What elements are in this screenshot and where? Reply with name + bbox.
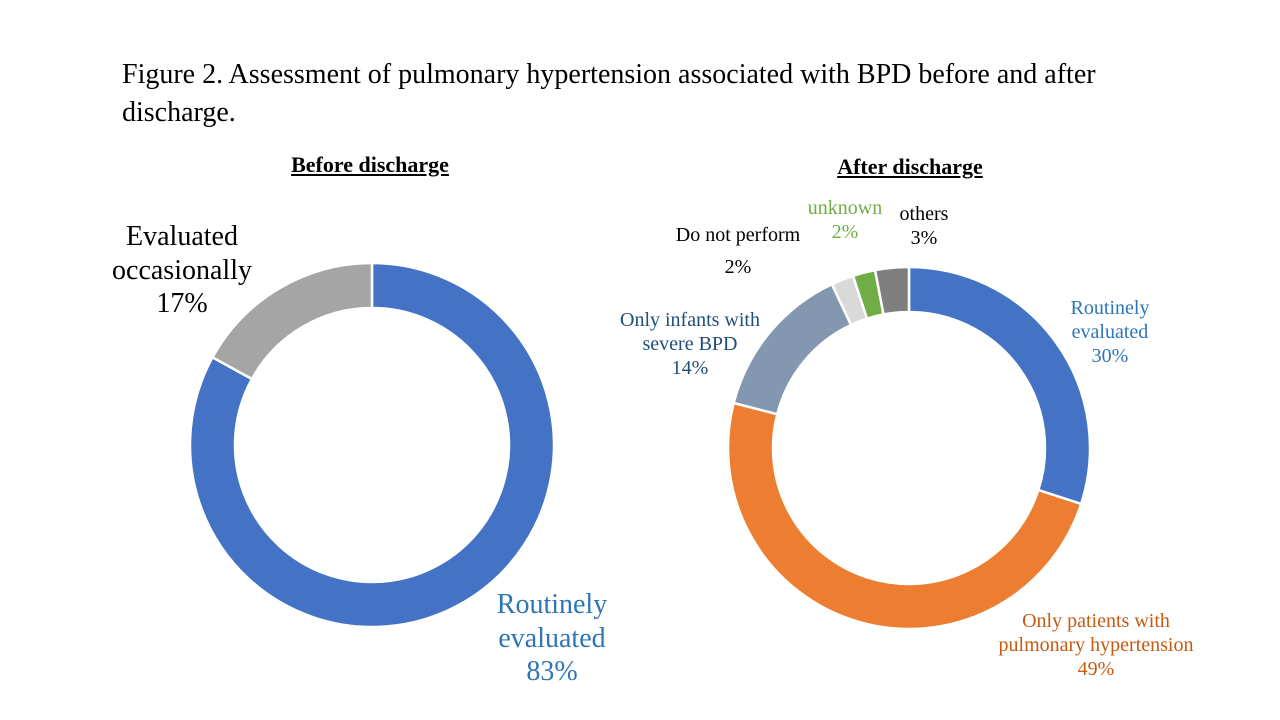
donut-after xyxy=(726,265,1092,631)
figure-title: Figure 2. Assessment of pulmonary hypert… xyxy=(122,59,1096,128)
after-slice-others xyxy=(873,265,911,316)
label-after-routine: Routinely evaluated 30% xyxy=(1070,297,1150,367)
label-after-donot: Do not perform 2% xyxy=(675,224,801,278)
label-after-ph: Only patients with pulmonary hypertensio… xyxy=(998,610,1194,680)
label-after-severe: Only infants with severe BPD 14% xyxy=(620,309,760,379)
chart-title-after: After discharge xyxy=(837,154,983,179)
label-after-others: others 3% xyxy=(899,203,949,249)
after-slice-only-patients-with-pulmonary-hypertension xyxy=(726,401,1083,631)
label-after-unknown: unknown 2% xyxy=(807,197,883,243)
after-slice-routinely-evaluated xyxy=(907,265,1092,506)
label-before-routine: Routinely evaluated 83% xyxy=(496,589,608,688)
chart-title-before: Before discharge xyxy=(291,152,449,177)
label-before-occasional: Evaluated occasionally 17% xyxy=(112,221,252,320)
before-slice-routinely-evaluated xyxy=(188,261,556,629)
donut-before xyxy=(188,261,556,629)
before-slice-evaluated-occasionally xyxy=(210,261,374,381)
